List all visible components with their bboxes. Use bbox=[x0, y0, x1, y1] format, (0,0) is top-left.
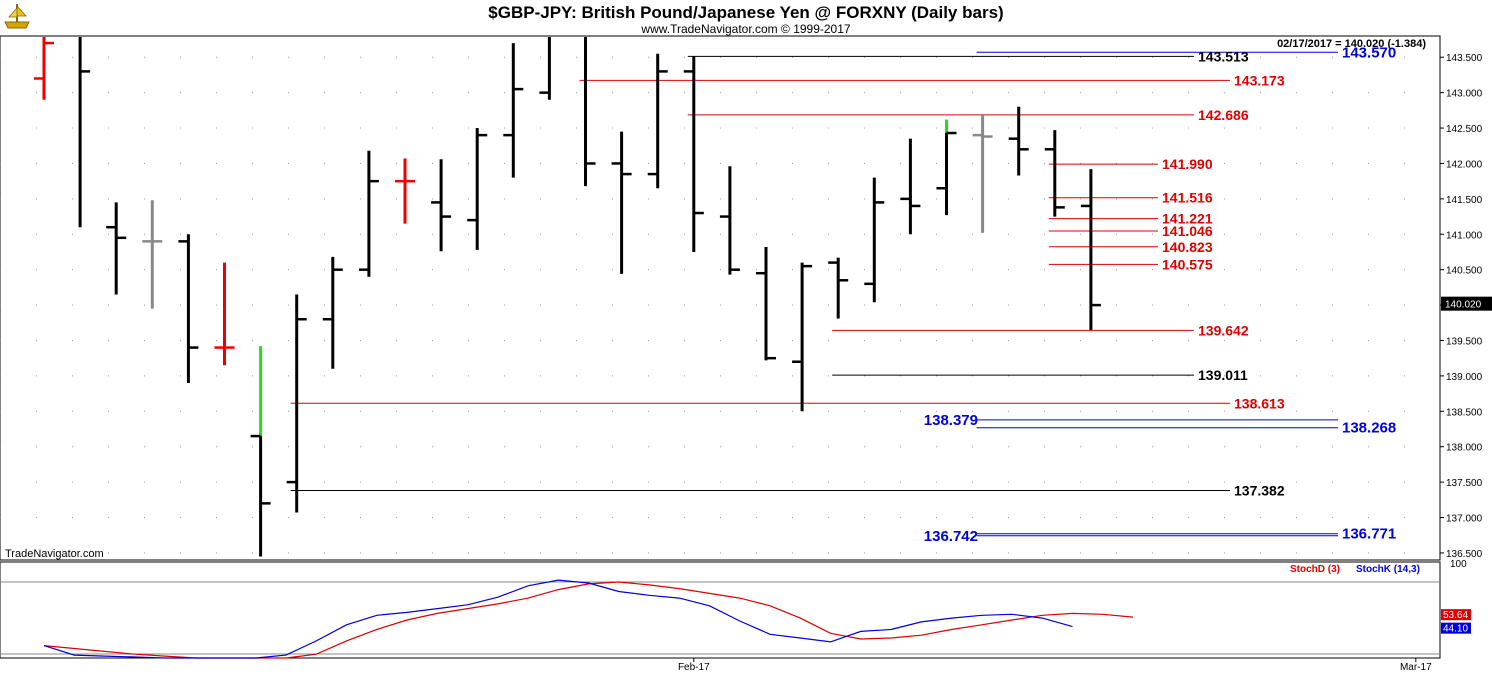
level-label: 140.823 bbox=[1162, 239, 1213, 255]
level-label: 139.642 bbox=[1198, 322, 1249, 338]
price-panel bbox=[0, 35, 1441, 561]
stoch-series-line bbox=[43, 579, 1073, 659]
axis-tick-label: 141.500 bbox=[1446, 195, 1483, 206]
level-label: 140.575 bbox=[1162, 256, 1213, 272]
price-bars bbox=[34, 37, 1101, 557]
level-label: 139.011 bbox=[1198, 367, 1248, 383]
stoch-axis: 100 53.64 44.10 StochD (3) StochK (14,3) bbox=[1290, 559, 1471, 635]
time-label: Feb-17 bbox=[678, 662, 710, 673]
stoch-panel bbox=[0, 561, 1441, 659]
header: $GBP-JPY: British Pound/Japanese Yen @ F… bbox=[4, 3, 1004, 36]
level-label: 143.570 bbox=[1342, 44, 1396, 61]
legend-stochk: StochK (14,3) bbox=[1356, 564, 1420, 575]
axis-tick-label: 139.000 bbox=[1446, 372, 1483, 383]
axis-tick-label: 140.500 bbox=[1446, 266, 1483, 277]
logo-icon bbox=[4, 4, 30, 29]
legend-stochd: StochD (3) bbox=[1290, 564, 1340, 575]
axis-tick-label: 142.500 bbox=[1446, 124, 1483, 135]
level-label: 136.742 bbox=[924, 528, 978, 545]
axis-tick-label: 143.500 bbox=[1446, 53, 1483, 64]
axis-tick-label: 138.000 bbox=[1446, 443, 1483, 454]
level-label: 137.382 bbox=[1234, 482, 1285, 498]
level-label: 138.268 bbox=[1342, 420, 1396, 437]
level-label: 141.046 bbox=[1162, 223, 1213, 239]
level-label: 143.513 bbox=[1198, 48, 1249, 64]
info-readout: 02/17/2017 = 140.020 (-1.384) bbox=[1277, 38, 1426, 50]
level-label: 136.771 bbox=[1342, 526, 1396, 543]
chart-title: $GBP-JPY: British Pound/Japanese Yen @ F… bbox=[488, 3, 1003, 22]
axis-tick-label: 141.000 bbox=[1446, 230, 1483, 241]
price-axis[interactable]: 136.500 137.000 137.500 138.000 138.500 139.0… bbox=[1440, 53, 1492, 560]
last-price-label: 140.020 bbox=[1445, 300, 1482, 311]
level-lines: 143.570 143.513 143.173 142.686 141.990 141.5… bbox=[290, 44, 1396, 545]
stoch-lines bbox=[0, 579, 1440, 659]
axis-tick-label: 138.500 bbox=[1446, 407, 1483, 418]
time-label: Mar-17 bbox=[1400, 662, 1432, 673]
stoch-last-label: 53.64 bbox=[1443, 610, 1468, 621]
chart-subtitle: www.TradeNavigator.com © 1999-2017 bbox=[640, 22, 850, 36]
level-label: 141.516 bbox=[1162, 190, 1213, 206]
level-label: 141.990 bbox=[1162, 156, 1213, 172]
level-label: 138.613 bbox=[1234, 395, 1285, 411]
axis-tick-label: 137.000 bbox=[1446, 514, 1483, 525]
stoch-last-box bbox=[1441, 609, 1471, 621]
level-label: 141.221 bbox=[1162, 211, 1213, 227]
axis-tick-label: 142.000 bbox=[1446, 159, 1483, 170]
stoch-tick-label: 100 bbox=[1450, 559, 1467, 570]
axis-tick-label: 136.500 bbox=[1446, 549, 1483, 560]
axis-tick-label: 137.500 bbox=[1446, 478, 1483, 489]
axis-tick-label: 139.500 bbox=[1446, 336, 1483, 347]
level-label: 143.173 bbox=[1234, 72, 1285, 88]
last-price-box bbox=[1441, 296, 1492, 311]
time-axis[interactable]: Feb-17 Mar-17 bbox=[678, 658, 1432, 673]
stoch-last-label: 44.10 bbox=[1443, 624, 1468, 635]
stoch-last-box bbox=[1441, 622, 1471, 634]
level-label: 142.686 bbox=[1198, 107, 1249, 123]
grid bbox=[0, 56, 1440, 554]
axis-tick-label: 143.000 bbox=[1446, 89, 1483, 100]
stoch-series-line bbox=[43, 581, 1134, 659]
watermark: TradeNavigator.com bbox=[5, 548, 104, 560]
level-label: 138.379 bbox=[924, 412, 978, 429]
